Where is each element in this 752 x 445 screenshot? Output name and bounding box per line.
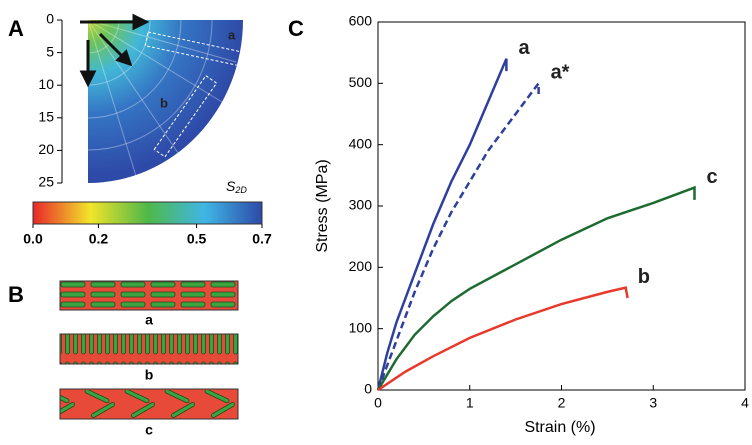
colorbar-label: S2D	[226, 178, 247, 196]
colorbar-tick-label: 0.0	[23, 231, 43, 247]
panel-label: A	[8, 16, 24, 41]
legend-label: a*	[551, 62, 570, 84]
subscript: 2D	[234, 185, 247, 195]
y-tick-label: 600	[349, 13, 373, 29]
panel-label: C	[288, 16, 304, 41]
y-tick-label: 400	[349, 135, 373, 151]
y-tick-label: 25	[38, 174, 54, 190]
stress-curve	[377, 286, 629, 392]
polar-grid	[87, 19, 237, 177]
region-box	[153, 75, 218, 158]
legend-label: b	[638, 266, 650, 288]
region-label: a	[228, 27, 236, 42]
y-tick-label: 10	[38, 76, 54, 92]
schematic-image	[59, 333, 239, 365]
panel-label: B	[8, 282, 24, 307]
symbol: S	[226, 178, 236, 194]
colorbar	[32, 201, 263, 225]
y-tick-label: 5	[46, 43, 54, 59]
colorbar-tick-label: 0.2	[89, 231, 109, 247]
schematic-label: a	[145, 312, 153, 328]
y-axis-title: Stress (MPa)	[314, 159, 331, 252]
panel-b: B a b c	[8, 280, 239, 438]
x-tick-label: 3	[649, 395, 657, 411]
schematic-image	[59, 280, 239, 311]
schematic-label: b	[145, 367, 154, 383]
y-tick-label: 0	[364, 381, 372, 397]
panel-c: C Strain (%) Stress (MPa) 0 1 2 3 4 0 100 200 30…	[288, 13, 749, 437]
y-tick-label: 500	[349, 74, 373, 90]
stress-curve	[376, 79, 540, 391]
y-tick-label: 15	[38, 109, 54, 125]
colorbar-tick-label: 0.5	[187, 231, 207, 247]
y-tick-label: 0	[46, 11, 54, 27]
region-box	[144, 31, 245, 67]
x-tick-label: 4	[741, 395, 749, 411]
stress-curve	[376, 185, 696, 391]
colorbar-tick-label: 0.7	[252, 231, 272, 247]
schematic-label: c	[145, 422, 153, 438]
stress-curve	[376, 58, 508, 391]
region-label: b	[160, 95, 168, 110]
legend-label: c	[707, 166, 718, 188]
schematic-image	[59, 388, 239, 420]
x-tick-label: 0	[374, 395, 382, 411]
y-tick-label: 100	[349, 319, 373, 335]
panel-a: A a b S2D 0 5 10 15 20 25 0.0 0.2 0.5 0.7	[8, 11, 272, 247]
x-axis-title: Strain (%)	[524, 419, 595, 436]
legend-label: a	[518, 37, 530, 59]
y-tick-label: 300	[349, 197, 373, 213]
arrows	[79, 13, 150, 88]
y-tick-label: 200	[349, 258, 373, 274]
x-tick-label: 1	[466, 395, 474, 411]
y-tick-label: 20	[38, 141, 54, 157]
x-tick-label: 2	[558, 395, 566, 411]
